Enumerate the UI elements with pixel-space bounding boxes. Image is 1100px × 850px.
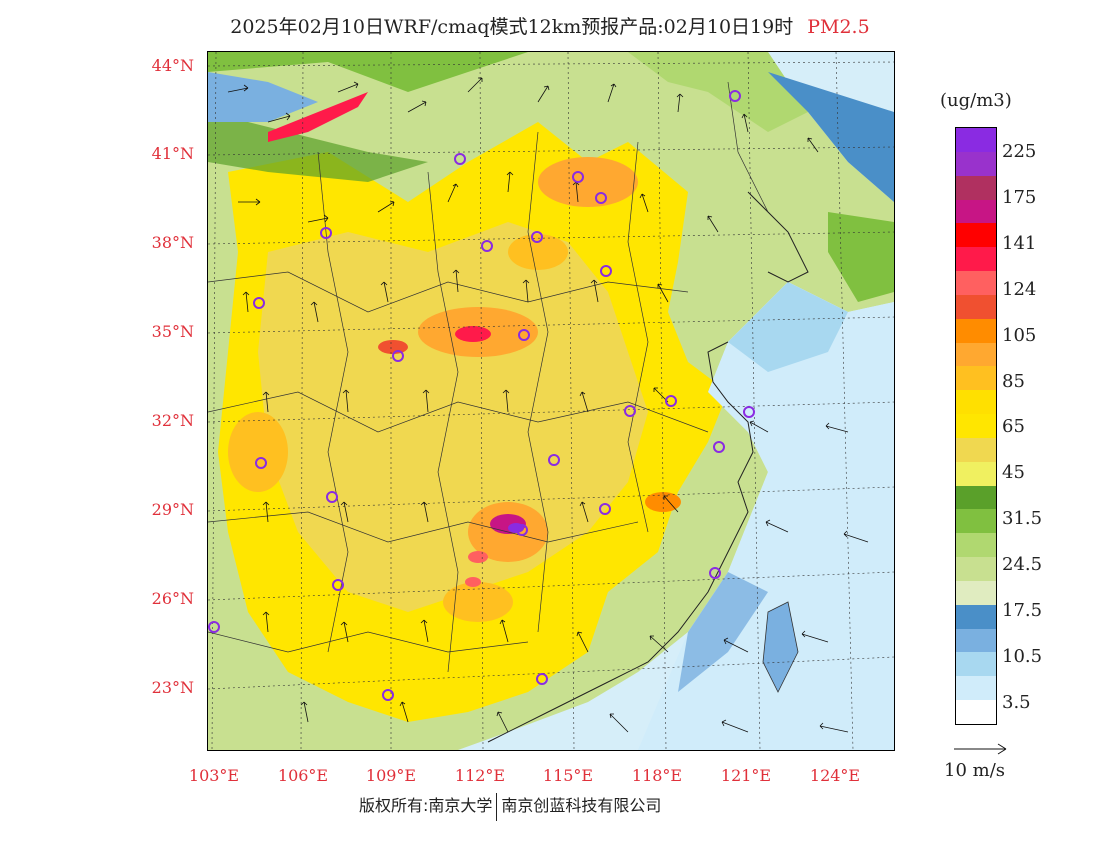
lon-label-112: 112°E — [454, 766, 506, 785]
lat-label-38: 38°N — [151, 233, 194, 252]
color-swatch — [956, 151, 996, 177]
color-swatch — [956, 604, 996, 630]
company-text: 南京创蓝科技有限公司 — [501, 796, 662, 815]
legend-label: 65 — [1002, 416, 1025, 437]
color-swatch — [956, 414, 996, 439]
color-swatch — [956, 700, 996, 725]
legend-label: 225 — [1002, 141, 1037, 162]
title-main: 2025年02月10日WRF/cmaq模式12km预报产品:02月10日19时 — [230, 16, 794, 38]
legend-label: 45 — [1002, 462, 1025, 483]
lat-label-41: 41°N — [151, 144, 194, 163]
copyright-text: 版权所有:南京大学 — [359, 796, 493, 815]
lon-label-109: 109°E — [365, 766, 417, 785]
color-swatch — [956, 390, 996, 415]
color-swatch — [956, 366, 996, 391]
color-swatch — [956, 294, 996, 320]
copyright-footer: 版权所有:南京大学 南京创蓝科技有限公司 — [359, 792, 661, 821]
color-swatch — [956, 271, 996, 296]
lat-label-29: 29°N — [151, 500, 194, 519]
lon-label-121: 121°E — [720, 766, 772, 785]
color-swatch — [956, 652, 996, 677]
footer-divider — [496, 792, 498, 821]
chart-title: 2025年02月10日WRF/cmaq模式12km预报产品:02月10日19时 P… — [0, 12, 1100, 39]
legend-label: 124 — [1002, 279, 1037, 300]
lat-label-23: 23°N — [151, 678, 194, 697]
color-swatch — [956, 533, 996, 558]
color-swatch — [956, 509, 996, 534]
color-bar — [955, 127, 997, 725]
color-swatch — [956, 128, 996, 153]
legend-label: 141 — [1002, 233, 1037, 254]
legend-label: 105 — [1002, 325, 1037, 346]
legend-label: 31.5 — [1002, 508, 1043, 529]
color-swatch — [956, 437, 996, 463]
lon-label-124: 124°E — [809, 766, 861, 785]
lon-label-103: 103°E — [188, 766, 240, 785]
color-swatch — [956, 676, 996, 701]
lon-label-115: 115°E — [542, 766, 594, 785]
legend-label: 24.5 — [1002, 554, 1043, 575]
color-swatch — [956, 628, 996, 653]
legend-label: 85 — [1002, 371, 1025, 392]
legend-label: 10.5 — [1002, 646, 1043, 667]
lat-label-32: 32°N — [151, 411, 194, 430]
legend-label: 17.5 — [1002, 600, 1043, 621]
color-swatch — [956, 580, 996, 606]
map-canvas — [208, 52, 894, 750]
pollutant-label: PM2.5 — [807, 16, 870, 38]
color-swatch — [956, 175, 996, 200]
color-swatch — [956, 199, 996, 224]
legend-label: 175 — [1002, 187, 1037, 208]
color-swatch — [956, 557, 996, 582]
lat-label-35: 35°N — [151, 322, 194, 341]
color-swatch — [956, 318, 996, 344]
color-swatch — [956, 247, 996, 272]
color-swatch — [956, 485, 996, 510]
pm25-concentration-map — [207, 51, 895, 751]
lon-label-118: 118°E — [631, 766, 683, 785]
legend-unit: (ug/m3) — [940, 90, 1012, 111]
wind-reference-arrow-icon — [954, 743, 1007, 755]
lat-label-44: 44°N — [151, 56, 194, 75]
color-swatch — [956, 223, 996, 248]
lon-label-106: 106°E — [277, 766, 329, 785]
wind-reference-label: 10 m/s — [944, 760, 1005, 781]
color-swatch — [956, 342, 996, 367]
lat-label-26: 26°N — [151, 589, 194, 608]
legend-label: 3.5 — [1002, 692, 1031, 713]
color-swatch — [956, 461, 996, 487]
